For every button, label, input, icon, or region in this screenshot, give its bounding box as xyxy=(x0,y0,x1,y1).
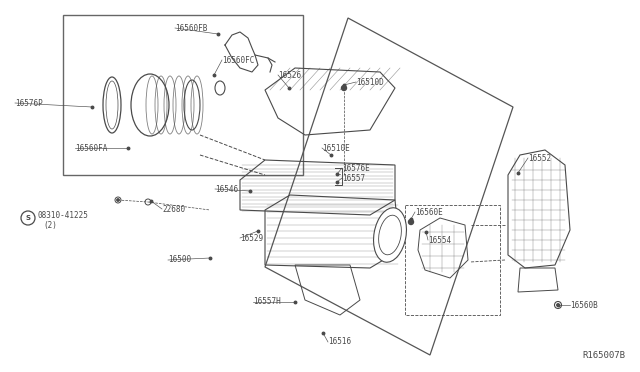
Text: 16557H: 16557H xyxy=(253,298,281,307)
Text: 16510E: 16510E xyxy=(322,144,349,153)
Text: R165007B: R165007B xyxy=(582,351,625,360)
Text: 16546: 16546 xyxy=(215,185,238,193)
Text: 16510D: 16510D xyxy=(356,77,384,87)
Text: 16529: 16529 xyxy=(240,234,263,243)
Text: 16576P: 16576P xyxy=(15,99,43,108)
Circle shape xyxy=(557,304,559,306)
Circle shape xyxy=(342,86,346,90)
Circle shape xyxy=(408,219,413,224)
Text: 16560FB: 16560FB xyxy=(175,23,207,32)
Text: (2): (2) xyxy=(43,221,57,230)
Text: 16526: 16526 xyxy=(278,71,301,80)
Text: 16560B: 16560B xyxy=(570,301,598,310)
Text: 08310-41225: 08310-41225 xyxy=(37,211,88,219)
Text: 16552: 16552 xyxy=(528,154,551,163)
Text: 22680: 22680 xyxy=(162,205,185,214)
Ellipse shape xyxy=(374,208,406,262)
Text: S: S xyxy=(26,215,31,221)
Text: 16576E: 16576E xyxy=(342,164,370,173)
Text: 16557: 16557 xyxy=(342,173,365,183)
Bar xyxy=(63,15,303,175)
Text: 16560FA: 16560FA xyxy=(75,144,108,153)
Text: 16560E: 16560E xyxy=(415,208,443,217)
Circle shape xyxy=(116,199,119,201)
Text: 16500: 16500 xyxy=(168,256,191,264)
Text: 16554: 16554 xyxy=(428,235,451,244)
Text: 16560FC: 16560FC xyxy=(222,55,254,64)
Text: 16516: 16516 xyxy=(328,337,351,346)
